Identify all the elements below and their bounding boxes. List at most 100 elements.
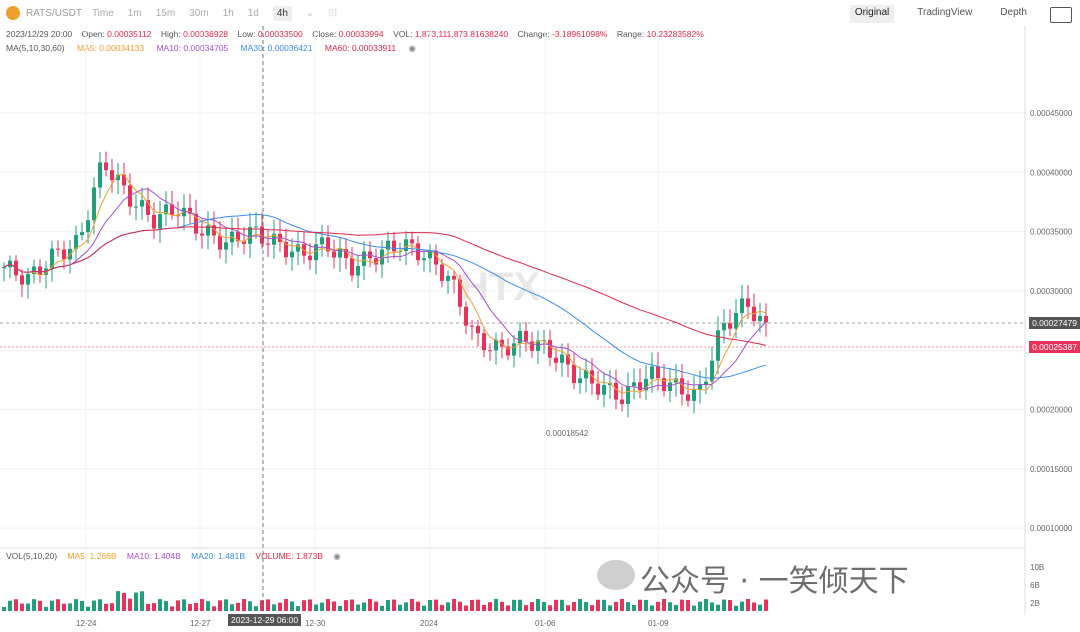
- change-value: -3.18961098%: [552, 29, 608, 39]
- candle-body: [62, 249, 66, 260]
- volume-bar: [500, 601, 504, 611]
- view-original[interactable]: Original: [849, 5, 895, 23]
- volume-bar: [530, 602, 534, 611]
- timeframe-15m[interactable]: 15m: [155, 7, 176, 19]
- x-tick-label: 12-24: [76, 619, 97, 628]
- volume-bar: [554, 599, 558, 611]
- candle-body: [650, 366, 654, 379]
- volume-bar: [446, 602, 450, 611]
- indicator-icon[interactable]: ⌷⁞: [328, 7, 338, 19]
- vol-ma10: MA10: 1.404B: [126, 551, 181, 561]
- ma-label: MA(5,10,30,60): [6, 43, 65, 53]
- price-tag-current: 0.00025387: [1029, 341, 1080, 353]
- volume-bar: [50, 600, 54, 611]
- volume-bar: [140, 591, 144, 611]
- volume-bar: [662, 599, 666, 611]
- volume-bar: [248, 601, 252, 611]
- volume-legend: VOL(5,10,20) MA5: 1.266B MA10: 1.404B MA…: [6, 551, 349, 562]
- y-tick-label: 0.00045000: [1030, 109, 1073, 118]
- candle-body: [554, 357, 558, 363]
- volume-bar: [752, 602, 756, 611]
- timeframe-1h[interactable]: 1h: [222, 7, 234, 19]
- vol-value: 1,873,111,873.81638240: [414, 29, 509, 39]
- candle-body: [26, 273, 30, 285]
- ma-lines: [3, 173, 767, 394]
- range-label: Range:: [616, 29, 645, 39]
- volume-bar: [164, 601, 168, 611]
- candle-body: [38, 266, 42, 275]
- candle-body: [428, 250, 432, 259]
- candle-body: [350, 258, 354, 276]
- view-depth[interactable]: Depth: [1000, 7, 1027, 18]
- chevron-down-icon[interactable]: ⌄: [305, 7, 315, 19]
- candle-body: [296, 244, 300, 252]
- timeframe-4h[interactable]: 4h: [272, 5, 292, 21]
- volume-bar: [110, 603, 114, 611]
- y-tick-label: 0.00010000: [1030, 524, 1073, 533]
- volume-bar: [146, 603, 150, 611]
- info-datetime: 2023/12/29 20:00: [6, 29, 73, 39]
- candle-body: [68, 248, 72, 260]
- volume-bar: [440, 604, 444, 611]
- eye-icon[interactable]: ◉: [408, 43, 416, 53]
- volume-bar: [236, 602, 240, 611]
- candle-body: [524, 330, 528, 342]
- view-switcher: Original TradingView Depth: [832, 5, 1072, 23]
- candle-body: [224, 242, 228, 250]
- volume-bar: [620, 599, 624, 611]
- view-tradingview[interactable]: TradingView: [917, 7, 973, 18]
- volume-bar: [14, 599, 18, 611]
- timeframe-1m[interactable]: 1m: [127, 7, 142, 19]
- candle-body: [2, 267, 6, 269]
- ma60-line: [3, 226, 767, 346]
- candle-body: [140, 200, 144, 207]
- candle-body: [188, 207, 192, 214]
- candle-body: [494, 339, 498, 351]
- candle-body: [218, 235, 222, 250]
- candle-body: [566, 354, 570, 365]
- ma10-value: MA10: 0.00034705: [156, 43, 229, 53]
- candle-body: [362, 251, 366, 266]
- volume-bar: [644, 599, 648, 611]
- volume-bar: [62, 603, 66, 611]
- volume-bar: [476, 599, 480, 611]
- vol-eye-icon[interactable]: ◉: [333, 551, 341, 561]
- x-tick-label: 12-30: [305, 619, 326, 628]
- candle-body: [380, 249, 384, 265]
- candle-body: [158, 214, 162, 229]
- candle-body: [434, 250, 438, 265]
- timeframe-30m[interactable]: 30m: [189, 7, 209, 19]
- volume-bar: [356, 604, 360, 611]
- timeframe-1d[interactable]: 1d: [247, 7, 259, 19]
- volume-bar: [44, 606, 48, 611]
- volume-bar: [692, 605, 696, 611]
- volume-bar: [74, 599, 78, 611]
- timeframe-time[interactable]: Time: [91, 7, 114, 19]
- candle-body: [632, 382, 636, 386]
- candle-body: [128, 185, 132, 207]
- volume-bar: [578, 599, 582, 611]
- volume-bar: [188, 604, 192, 611]
- volume-bar: [626, 602, 630, 611]
- candle-body: [242, 241, 246, 244]
- candle-body: [578, 378, 582, 384]
- volume-bar: [254, 606, 258, 611]
- volume-bar: [464, 605, 468, 611]
- vol-tick-label: 6B: [1030, 581, 1040, 590]
- volume-bar: [104, 603, 108, 611]
- volume-bar: [56, 599, 60, 611]
- volume-bar: [704, 599, 708, 611]
- volume-bar: [302, 600, 306, 611]
- volume-bar: [428, 599, 432, 611]
- candle-body: [560, 354, 564, 363]
- volume-bar: [134, 592, 138, 611]
- volume-bar: [698, 601, 702, 611]
- volume-bars: [2, 591, 768, 611]
- screenshot-icon[interactable]: [1050, 7, 1072, 23]
- candle-body: [134, 206, 138, 208]
- x-tick-label: 01-06: [535, 619, 556, 628]
- volume-bar: [116, 591, 120, 611]
- vol-ma20: MA20: 1.481B: [191, 551, 246, 561]
- vol-label-text: VOL(5,10,20): [6, 551, 58, 561]
